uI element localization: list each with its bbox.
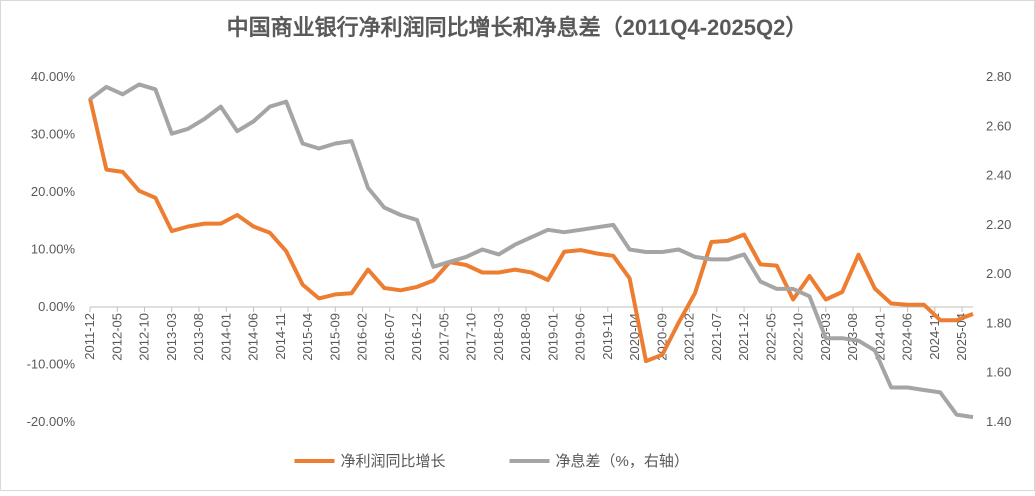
x-tick-label: 2019-06 xyxy=(573,313,588,361)
x-tick-label: 2021-12 xyxy=(736,313,751,361)
y-tick-label: 0.00% xyxy=(38,299,75,314)
y2-tick-label: 1.80 xyxy=(986,315,1011,330)
x-tick-label: 2025-04 xyxy=(954,313,969,361)
x-tick-label: 2018-03 xyxy=(491,313,506,361)
y2-tick-label: 2.60 xyxy=(986,118,1011,133)
y2-tick-label: 2.20 xyxy=(986,217,1011,232)
x-tick-label: 2018-08 xyxy=(518,313,533,361)
chart-title: 中国商业银行净利润同比增长和净息差（2011Q4-2025Q2） xyxy=(227,15,808,40)
x-tick-label: 2016-02 xyxy=(355,313,370,361)
x-tick-label: 2022-10 xyxy=(791,313,806,361)
x-tick-label: 2024-11 xyxy=(927,313,942,360)
series-line xyxy=(88,82,974,420)
x-tick-label: 2014-11 xyxy=(273,313,288,360)
y-tick-label: 20.00% xyxy=(31,184,76,199)
x-tick-label: 2015-09 xyxy=(327,313,342,361)
x-tick-label: 2022-05 xyxy=(763,313,778,361)
x-tick-label: 2024-01 xyxy=(872,313,887,361)
x-tick-label: 2014-01 xyxy=(218,313,233,361)
y2-tick-label: 1.40 xyxy=(986,414,1011,429)
y-tick-label: 30.00% xyxy=(31,127,76,142)
x-tick-label: 2023-08 xyxy=(845,313,860,361)
y2-tick-label: 2.80 xyxy=(986,69,1011,84)
x-tick-label: 2019-01 xyxy=(545,313,560,361)
y-tick-label: -10.00% xyxy=(27,357,76,372)
series-line xyxy=(88,97,974,364)
y2-tick-label: 2.00 xyxy=(986,266,1011,281)
x-tick-label: 2016-07 xyxy=(382,313,397,361)
x-tick-label: 2017-10 xyxy=(464,313,479,361)
legend-label: 净息差（%，右轴） xyxy=(556,453,689,470)
x-tick-label: 2017-05 xyxy=(436,313,451,361)
y-tick-label: 10.00% xyxy=(31,242,76,257)
x-tick-label: 2011-12 xyxy=(82,313,97,360)
x-tick-label: 2016-12 xyxy=(409,313,424,361)
y-tick-label: -20.00% xyxy=(27,414,76,429)
x-tick-label: 2012-10 xyxy=(137,313,152,361)
x-tick-label: 2014-06 xyxy=(246,313,261,361)
y-tick-label: 40.00% xyxy=(31,69,76,84)
x-tick-label: 2015-04 xyxy=(300,313,315,361)
y2-tick-label: 1.60 xyxy=(986,365,1011,380)
x-tick-label: 2024-06 xyxy=(900,313,915,361)
x-tick-label: 2013-03 xyxy=(164,313,179,361)
legend-label: 净利润同比增长 xyxy=(341,453,446,470)
x-tick-label: 2013-08 xyxy=(191,313,206,361)
x-tick-label: 2021-02 xyxy=(682,313,697,361)
x-tick-label: 2021-07 xyxy=(709,313,724,361)
y2-tick-label: 2.40 xyxy=(986,168,1011,183)
x-tick-label: 2012-05 xyxy=(109,313,124,361)
x-tick-label: 2019-11 xyxy=(600,313,615,360)
